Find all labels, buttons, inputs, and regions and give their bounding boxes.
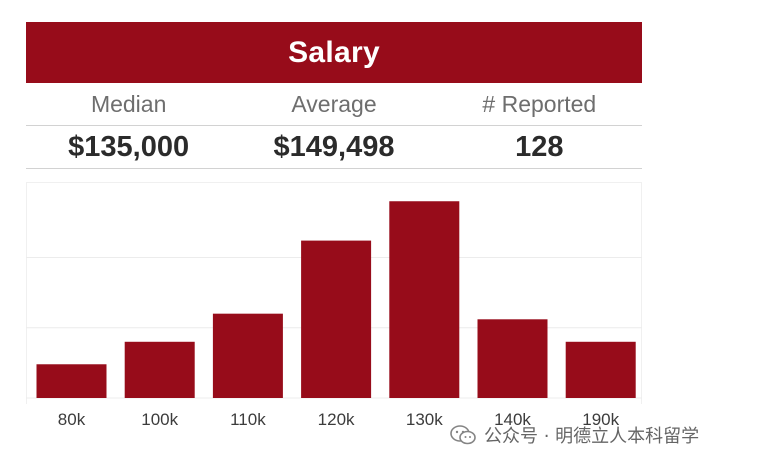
- median-value: $135,000: [68, 131, 190, 163]
- x-tick-label: 80k: [58, 410, 86, 429]
- x-tick-label: 120k: [318, 410, 355, 429]
- bar-100k[interactable]: [124, 341, 195, 398]
- bar-110k[interactable]: [212, 313, 283, 398]
- average-value: $149,498: [273, 131, 395, 163]
- x-tick-label: 130k: [406, 410, 443, 429]
- bar-190k[interactable]: [565, 341, 636, 398]
- reported-value: 128: [515, 131, 564, 163]
- watermark: 公众号 · 明德立人本科留学: [450, 420, 699, 450]
- salary-histogram-svg: 80k 100k 110k 120k 130k 140k 190k: [26, 201, 642, 429]
- reported-label: # Reported: [482, 91, 597, 117]
- x-tick-label: 100k: [141, 410, 178, 429]
- stats-labels-row: Median Average # Reported: [26, 84, 642, 125]
- bar-130k[interactable]: [389, 201, 460, 398]
- watermark-text: 公众号 · 明德立人本科留学: [484, 426, 700, 447]
- salary-stats-table: Median Average # Reported $135,000 $149,…: [26, 84, 642, 169]
- salary-banner: Salary: [26, 22, 642, 83]
- wechat-icon: [450, 425, 476, 445]
- x-tick-label: 110k: [230, 410, 266, 429]
- chart-frame: [26, 182, 642, 404]
- bar-80k[interactable]: [36, 364, 107, 398]
- x-tick-label: 190k: [582, 410, 619, 429]
- stats-values-row: $135,000 $149,498 128: [26, 126, 642, 168]
- bar-120k[interactable]: [301, 240, 372, 398]
- banner-title: Salary: [288, 35, 380, 69]
- median-label: Median: [90, 91, 167, 117]
- stats-divider-bottom: [26, 168, 642, 169]
- average-label: Average: [291, 91, 377, 117]
- stats-divider: [26, 125, 642, 126]
- bar-140k[interactable]: [477, 319, 548, 398]
- salary-histogram: 80k 100k 110k 120k 130k 140k 190k: [26, 182, 644, 440]
- x-tick-label: 140k: [494, 410, 531, 429]
